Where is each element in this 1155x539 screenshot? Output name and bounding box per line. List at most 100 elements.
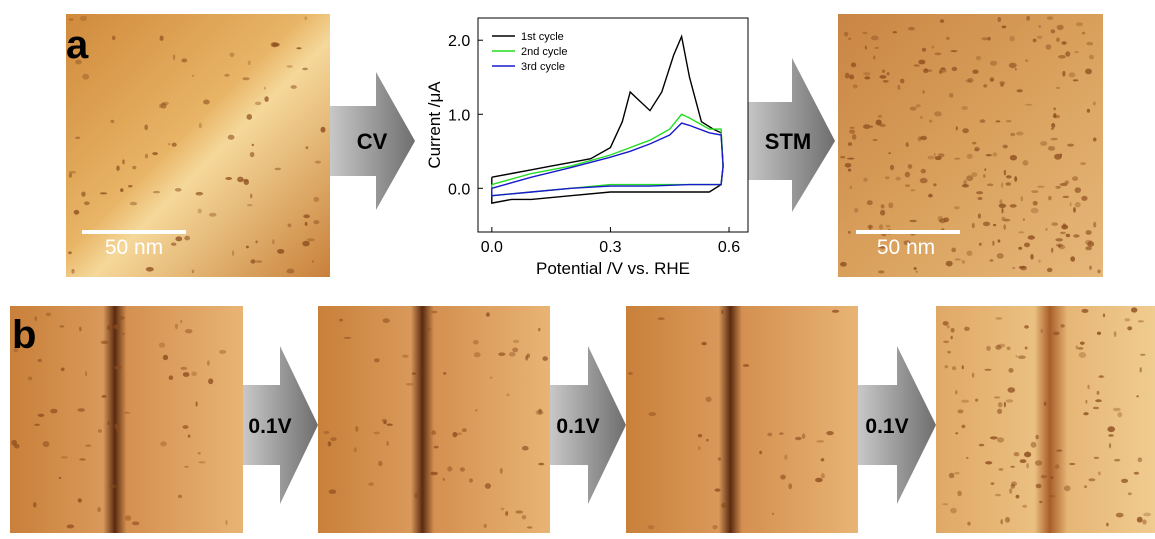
cv-chart: 0.0 0.3 0.6 0.0 1.0 2.0 Potential /V vs. RHE Cu… [425,17,749,278]
stm-pit [13,348,18,353]
stm-pit [311,260,315,263]
stm-pit [1058,244,1061,248]
stm-pit [1068,72,1076,78]
stm-pit [1139,367,1142,373]
stm-pit [79,15,87,22]
stm-pit [250,193,253,199]
panel-label: b [12,313,36,357]
stm-pit [961,106,968,110]
stm-pit [459,467,465,472]
stm-pit [187,434,191,438]
arrows: CV STM 0.1V 0.1V 0.1V [243,58,936,504]
y-tick-label: 1.0 [448,107,470,124]
stm-image [10,306,243,533]
stm-pit [907,164,913,169]
stm-pit [1137,320,1144,323]
stm-pit [456,432,463,436]
stm-pit [840,156,846,159]
stm-image [936,306,1155,533]
stm-pit [97,507,101,513]
stm-pit [452,431,458,438]
stm-pit [378,460,383,467]
stm-pit [77,408,85,412]
stm-pit [863,177,868,182]
stm-pit [1020,196,1023,202]
arrow [858,346,936,504]
stm-pit [1070,256,1076,262]
stm-pit [1007,387,1016,393]
stm-pit [443,372,447,375]
legend-label: 3rd cycle [521,61,565,73]
stm-pit [989,77,995,82]
stm-pit [1081,31,1086,35]
stm-pit [68,172,73,178]
stm-pit [306,238,315,242]
stm-pit [120,188,124,193]
stm-pit [992,152,998,157]
stm-image [626,306,858,533]
stm-pit [180,366,188,370]
stm-pit [184,235,191,241]
stm-pit [442,478,446,481]
stm-pit [386,440,389,446]
stm-pit [71,269,75,274]
stm-pit [114,365,122,370]
stm-pit [889,164,895,171]
stm-pit [628,372,633,375]
stm-pit [1075,22,1084,27]
stm-pit [863,72,871,76]
stm-pit [1085,68,1092,75]
stm-pit [431,310,438,314]
stm-pit [1010,483,1015,489]
stm-pit [772,512,775,515]
stm-pit [109,484,117,489]
stm-pit [975,55,982,61]
stm-pit [180,319,183,324]
stm-pit [461,428,467,432]
stm-pit [122,159,125,165]
stm-pit [1022,218,1025,221]
stm-pit [962,128,969,134]
stm-pit [1117,412,1123,418]
stm-pit [512,339,520,343]
stm-pit [701,341,707,346]
stm-pit [1045,44,1052,50]
panel-label: a [66,23,89,67]
stm-pit [866,200,873,206]
stm-pit [1056,24,1064,31]
stm-pit [706,438,709,442]
stm-pit [81,191,86,197]
stm-pit [521,445,529,451]
stm-pit [538,408,542,414]
stm-pit [1051,247,1054,253]
stm-pit [1009,154,1018,161]
stm-pit [948,92,954,98]
stm-pit [1102,313,1106,318]
stm-pit [939,218,946,224]
stm-pit [198,461,206,464]
stm-pit [954,471,960,475]
stm-pit [779,432,784,435]
stm-pit [995,120,1001,123]
stm-pit [977,196,983,201]
stm-pit [1081,308,1089,313]
stm-pit [500,507,505,511]
stm-pit [989,436,998,440]
stm-pit [1000,83,1004,87]
stm-pit [1009,488,1013,494]
stm-pit [1009,35,1015,42]
stm-pit [411,372,417,375]
stm-pit [712,525,718,530]
stm-pit [885,224,891,228]
stm-pit [909,106,917,111]
stm-pit [957,409,964,414]
stm-pit [864,76,871,80]
stm-pit [1003,401,1006,408]
stm-pit [1025,59,1029,62]
stm-pit [1010,465,1015,468]
stm-pit [168,375,174,381]
stm-pit [182,425,189,429]
stm-pit [1056,449,1063,452]
stm-pit [1074,51,1079,54]
